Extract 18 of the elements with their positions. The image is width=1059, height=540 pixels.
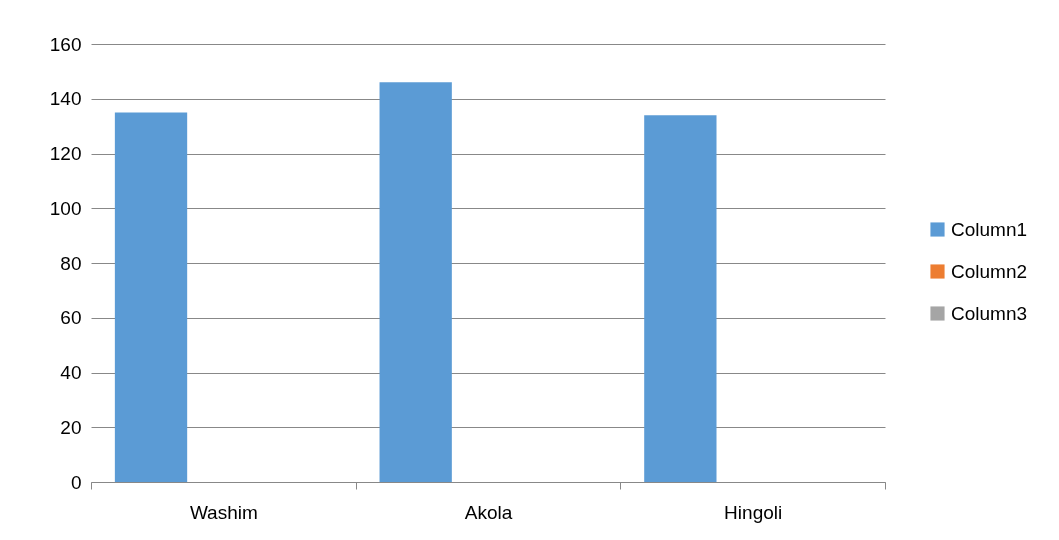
x-tick-label: Washim xyxy=(189,501,258,523)
legend-label: Column3 xyxy=(951,302,1028,324)
legend-label: Column1 xyxy=(951,218,1028,240)
y-tick-label: 120 xyxy=(49,143,82,164)
x-tick-label: Akola xyxy=(464,501,513,523)
bar xyxy=(379,82,452,482)
y-tick-label: 160 xyxy=(49,33,82,55)
y-tick-label: 80 xyxy=(60,252,82,274)
legend-label: Column2 xyxy=(951,260,1028,282)
y-tick-label: 40 xyxy=(60,362,82,383)
y-tick-label: 20 xyxy=(60,416,82,438)
y-tick-label: 100 xyxy=(49,197,82,219)
y-tick-label: 140 xyxy=(49,88,82,110)
y-tick-label: 0 xyxy=(70,471,82,493)
bar xyxy=(114,112,188,482)
bar xyxy=(644,115,717,482)
x-tick-label: Hingoli xyxy=(724,501,783,523)
y-tick-label: 60 xyxy=(60,307,82,329)
